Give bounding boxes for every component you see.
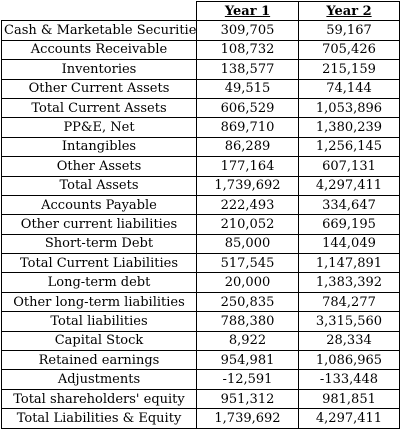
row-label-cell: Total shareholders' equity xyxy=(1,388,197,410)
year-2-value-cell: 3,315,560 xyxy=(298,311,400,332)
year-1-value-cell: 517,545 xyxy=(196,253,299,274)
table-row: Total Current Liabilities 517,545 1,147,89… xyxy=(1,253,400,274)
year-1-value-cell: 309,705 xyxy=(196,20,299,41)
table-row: Total liabilities 788,380 3,315,560 xyxy=(1,311,400,332)
year-1-value-cell: 250,835 xyxy=(196,291,299,313)
year-1-value-cell: 788,380 xyxy=(196,311,299,332)
year-2-value-cell: 1,147,891 xyxy=(298,253,400,274)
year-1-value-cell: 954,981 xyxy=(196,350,299,371)
year-1-value-cell: 869,710 xyxy=(196,117,299,138)
table-row: Total Assets 1,739,692 4,297,411 xyxy=(1,175,400,196)
year-2-value-cell: 144,049 xyxy=(298,233,400,255)
year-2-value-cell: 4,297,411 xyxy=(298,408,400,429)
year-1-value-cell: 8,922 xyxy=(196,330,299,352)
year-2-value-cell: 607,131 xyxy=(298,156,400,177)
year-1-value-cell: -12,591 xyxy=(196,369,299,390)
table-body: Cash & Marketable Securities 309,705 59,16… xyxy=(1,20,400,429)
year-2-value-cell: 705,426 xyxy=(298,39,400,61)
table-row: Intangibles 86,289 1,256,145 xyxy=(1,136,400,158)
row-label-cell: Capital Stock xyxy=(1,330,197,352)
header-row: Year 1 Year 2 xyxy=(1,0,400,22)
table-row: Short-term Debt 85,000 144,049 xyxy=(1,233,400,255)
year-2-value-cell: 981,851 xyxy=(298,388,400,410)
year-1-value-cell: 20,000 xyxy=(196,272,299,293)
year-2-value-cell: 1,053,896 xyxy=(298,97,400,119)
table-row: Inventories 138,577 215,159 xyxy=(1,59,400,80)
year-2-value-cell: 1,256,145 xyxy=(298,136,400,158)
year-1-value-cell: 177,164 xyxy=(196,156,299,177)
row-label-cell: Short-term Debt xyxy=(1,233,197,255)
table-row: Total Liabilities & Equity 1,739,692 4,297… xyxy=(1,408,400,429)
row-label-cell: Other Current Assets xyxy=(1,78,197,99)
year-2-value-cell: 74,144 xyxy=(298,78,400,99)
year-1-value-cell: 138,577 xyxy=(196,59,299,80)
year-2-value-cell: 334,647 xyxy=(298,194,400,216)
row-label-cell: Other long-term liabilities xyxy=(1,291,197,313)
row-label-cell: Accounts Payable xyxy=(1,194,197,216)
table-row: Cash & Marketable Securities 309,705 59,16… xyxy=(1,20,400,41)
year-1-value-cell: 210,052 xyxy=(196,214,299,235)
year-2-value-cell: 28,334 xyxy=(298,330,400,352)
year-1-value-cell: 1,739,692 xyxy=(196,175,299,196)
year-1-value-cell: 85,000 xyxy=(196,233,299,255)
row-label-cell: Total Current Liabilities xyxy=(1,253,197,274)
table-row: Other Assets 177,164 607,131 xyxy=(1,156,400,177)
row-label-cell: Other Assets xyxy=(1,156,197,177)
table-row: Total shareholders' equity 951,312 981,851 xyxy=(1,388,400,410)
year-1-value-cell: 49,515 xyxy=(196,78,299,99)
table-row: PP&E, Net 869,710 1,380,239 xyxy=(1,117,400,138)
row-label-cell: Adjustments xyxy=(1,369,197,390)
year-1-value-cell: 108,732 xyxy=(196,39,299,61)
year-1-value-cell: 606,529 xyxy=(196,97,299,119)
table-row: Other long-term liabilities 250,835 784,27… xyxy=(1,291,400,313)
year-1-value-cell: 222,493 xyxy=(196,194,299,216)
table-row: Accounts Receivable 108,732 705,426 xyxy=(1,39,400,61)
header-blank-cell xyxy=(1,1,197,22)
header-year-1: Year 1 xyxy=(196,0,299,22)
row-label-cell: Retained earnings xyxy=(1,350,197,371)
row-label-cell: Total Assets xyxy=(1,175,197,196)
table-row: Long-term debt 20,000 1,383,392 xyxy=(1,272,400,293)
row-label-cell: Other current liabilities xyxy=(1,214,197,235)
year-2-value-cell: -133,448 xyxy=(298,369,400,390)
year-2-value-cell: 59,167 xyxy=(298,20,400,41)
table-row: Retained earnings 954,981 1,086,965 xyxy=(1,350,400,371)
year-2-value-cell: 784,277 xyxy=(298,291,400,313)
year-2-value-cell: 669,195 xyxy=(298,214,400,235)
year-2-value-cell: 1,086,965 xyxy=(298,350,400,371)
table-row: Adjustments -12,591 -133,448 xyxy=(1,369,400,390)
table-row: Total Current Assets 606,529 1,053,896 xyxy=(1,97,400,119)
year-1-value-cell: 951,312 xyxy=(196,388,299,410)
row-label-cell: Cash & Marketable Securities xyxy=(1,20,197,41)
year-2-value-cell: 1,383,392 xyxy=(298,272,400,293)
row-label-cell: Total liabilities xyxy=(1,311,197,332)
year-1-value-cell: 1,739,692 xyxy=(196,408,299,429)
row-label-cell: Long-term debt xyxy=(1,272,197,293)
table-row: Capital Stock 8,922 28,334 xyxy=(1,330,400,352)
year-2-value-cell: 215,159 xyxy=(298,59,400,80)
table-row: Accounts Payable 222,493 334,647 xyxy=(1,194,400,216)
header-year-2: Year 2 xyxy=(298,0,400,22)
row-label-cell: Accounts Receivable xyxy=(1,39,197,61)
year-2-value-cell: 1,380,239 xyxy=(298,117,400,138)
row-label-cell: PP&E, Net xyxy=(1,117,197,138)
table-row: Other current liabilities 210,052 669,195 xyxy=(1,214,400,235)
row-label-cell: Total Liabilities & Equity xyxy=(1,408,197,429)
row-label-cell: Total Current Assets xyxy=(1,97,197,119)
row-label-cell: Inventories xyxy=(1,59,197,80)
year-2-value-cell: 4,297,411 xyxy=(298,175,400,196)
year-1-value-cell: 86,289 xyxy=(196,136,299,158)
row-label-cell: Intangibles xyxy=(1,136,197,158)
table-row: Other Current Assets 49,515 74,144 xyxy=(1,78,400,99)
